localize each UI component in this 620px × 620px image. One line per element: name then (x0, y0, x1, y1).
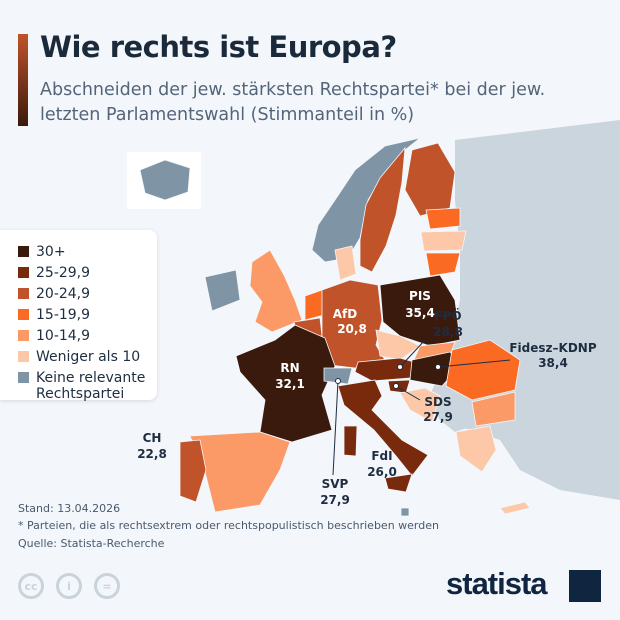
legend-label: Keine relevante Rechtspartei (36, 370, 146, 402)
country-spain (189, 431, 291, 513)
page-subtitle: Abschneiden der jew. stärksten Rechtspar… (40, 80, 546, 125)
label-hu-value: 38,4 (538, 356, 568, 370)
leader-lines (332, 339, 511, 476)
country-netherlands (304, 289, 325, 321)
label-si-party: SDS (424, 395, 451, 409)
label-pt-value: 22,8 (137, 447, 167, 461)
legend-item: 15-19,9 (18, 307, 90, 323)
label-fr-value: 32,1 (275, 377, 305, 391)
country-denmark (334, 245, 357, 281)
label-fr-party: RN (280, 361, 299, 375)
country-finland (404, 142, 456, 217)
country-slovenia (387, 379, 411, 394)
footnote: * Parteien, die als rechtsextrem oder re… (18, 519, 439, 532)
legend-label: 15-19,9 (36, 307, 91, 323)
country-lithuania (425, 252, 461, 277)
legend-swatch (18, 372, 29, 383)
no-derivatives-icon[interactable]: = (94, 573, 120, 599)
legend-swatch (18, 309, 29, 320)
country-latvia (420, 230, 467, 252)
legend-label: 20-24,9 (36, 286, 91, 302)
label-svp-value: 27,9 (320, 493, 350, 507)
source: Quelle: Statista-Recherche (18, 537, 165, 550)
page-title: Wie rechts ist Europa? (40, 30, 397, 64)
country-sweden (359, 146, 406, 273)
country-malta (400, 507, 410, 517)
country-cyprus (499, 501, 531, 515)
label-de-value: 20,8 (337, 322, 367, 336)
statista-logo-mark-icon (569, 570, 601, 602)
label-pl-party: PIS (409, 289, 431, 303)
label-de-party: AfD (333, 307, 358, 321)
label-svp-party: SVP (322, 477, 349, 491)
legend-item: 10-14,9 (18, 328, 90, 344)
country-croatia (399, 387, 441, 423)
label-pt-party: CH (143, 431, 162, 445)
legend-label: 25-29,9 (36, 265, 91, 281)
title-accent-bar (18, 34, 28, 126)
label-hu-party: Fidesz–KDNP (509, 341, 596, 355)
legend-item: Weniger als 10 (18, 349, 140, 365)
legend-swatch (18, 351, 29, 362)
country-estonia (425, 207, 461, 230)
legend: 30+ 25-29,9 20-24,9 15-19,9 10-14,9 Weni… (0, 230, 157, 402)
country-bulgaria (471, 391, 516, 427)
label-at-value: 28,8 (433, 325, 463, 339)
legend-swatch (18, 288, 29, 299)
label-pl-value: 35,4 (405, 306, 435, 320)
legend-item: 30+ (18, 244, 66, 260)
legend-item: Keine relevante Rechtspartei (18, 370, 148, 402)
statista-logo[interactable]: statista (446, 566, 548, 601)
legend-label: 30+ (36, 244, 66, 260)
label-si-value: 27,9 (423, 410, 453, 424)
country-czechia (375, 329, 421, 361)
cc-license-icon[interactable]: cc (18, 573, 44, 599)
legend-swatch (18, 246, 29, 257)
country-iceland (139, 159, 191, 201)
legend-item: 20-24,9 (18, 286, 90, 302)
attribution-icon[interactable]: i (56, 573, 82, 599)
country-romania (445, 339, 521, 401)
country-portugal (179, 439, 207, 503)
legend-swatch (18, 267, 29, 278)
label-it-party: FdI (371, 449, 392, 463)
legend-label: Weniger als 10 (36, 349, 141, 365)
country-united-kingdom (249, 249, 303, 333)
date-stamp: Stand: 13.04.2026 (18, 502, 121, 515)
country-sardinia (343, 425, 358, 457)
label-at-party: FPÖ (434, 308, 461, 323)
country-france (235, 324, 336, 443)
country-ireland (204, 269, 241, 312)
legend-swatch (18, 330, 29, 341)
legend-label: 10-14,9 (36, 328, 91, 344)
label-it-value: 26,0 (367, 465, 397, 479)
legend-item: 25-29,9 (18, 265, 90, 281)
country-italy (337, 379, 429, 477)
country-sicily (384, 473, 413, 493)
country-greece (455, 425, 497, 473)
